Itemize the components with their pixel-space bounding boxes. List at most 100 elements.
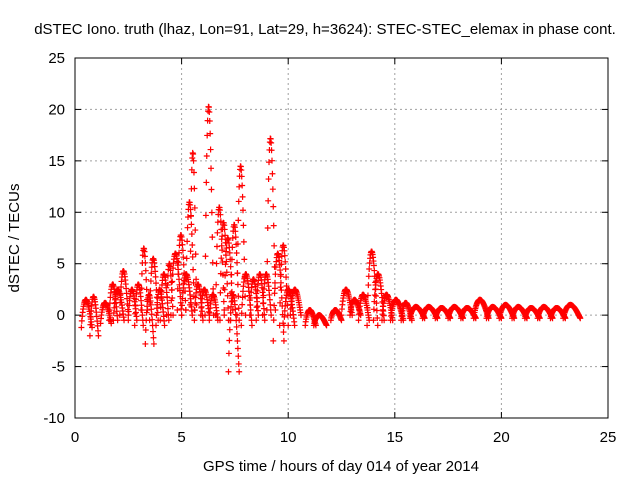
data-point — [270, 317, 277, 324]
data-point — [270, 337, 277, 344]
data-point — [291, 322, 298, 329]
data-point — [278, 287, 285, 294]
data-point — [259, 289, 266, 296]
data-point — [272, 271, 279, 278]
data-point — [260, 300, 267, 307]
y-tick-label: -5 — [52, 359, 65, 376]
data-point — [153, 280, 160, 287]
data-point — [189, 241, 196, 248]
data-point — [78, 324, 85, 331]
data-point — [202, 312, 209, 319]
data-point — [213, 260, 220, 267]
data-point — [235, 217, 242, 224]
data-point — [225, 368, 232, 375]
data-point — [153, 312, 160, 319]
data-point — [125, 308, 132, 315]
data-point — [264, 258, 271, 265]
data-point — [132, 296, 139, 303]
data-point — [176, 249, 183, 256]
data-point — [161, 322, 168, 329]
data-point — [207, 130, 214, 137]
data-point — [164, 281, 171, 288]
data-point — [280, 337, 287, 344]
data-point — [277, 299, 284, 306]
data-point — [106, 307, 113, 314]
data-point — [221, 226, 228, 233]
data-point — [272, 264, 279, 271]
data-point — [228, 290, 235, 297]
data-point — [227, 317, 234, 324]
data-point — [147, 278, 154, 285]
data-point — [133, 317, 140, 324]
data-point — [281, 307, 288, 314]
data-point — [234, 281, 241, 288]
data-point — [222, 272, 229, 279]
data-point — [221, 286, 228, 293]
data-point — [239, 182, 246, 189]
data-point — [260, 305, 267, 312]
data-point — [265, 197, 272, 204]
data-point — [261, 317, 268, 324]
data-point — [158, 287, 165, 294]
data-point — [225, 350, 232, 357]
data-point — [577, 315, 584, 322]
data-point — [131, 322, 138, 329]
data-point — [110, 317, 117, 324]
data-point — [223, 258, 230, 265]
data-point — [271, 290, 278, 297]
data-point — [189, 253, 196, 260]
data-point — [164, 305, 171, 312]
data-point — [148, 306, 155, 313]
data-point — [208, 165, 215, 172]
data-point — [282, 258, 289, 265]
y-tick-label: 5 — [57, 256, 65, 273]
data-point — [176, 281, 183, 288]
data-point — [236, 183, 243, 190]
data-point — [178, 312, 185, 319]
data-point — [282, 266, 289, 273]
data-point — [190, 279, 197, 286]
chart-title: dSTEC Iono. truth (lhaz, Lon=91, Lat=29,… — [34, 21, 616, 38]
data-point — [142, 340, 149, 347]
data-point — [217, 289, 224, 296]
data-point — [365, 273, 372, 280]
data-point — [208, 209, 215, 216]
data-point — [190, 157, 197, 164]
x-tick-label: 20 — [493, 429, 510, 446]
data-point — [187, 206, 194, 213]
data-point — [370, 306, 377, 313]
data-point — [228, 280, 235, 287]
data-point — [233, 323, 240, 330]
data-point — [178, 305, 185, 312]
data-point — [148, 270, 155, 277]
data-point — [253, 304, 260, 311]
data-point — [323, 322, 330, 329]
data-point — [206, 117, 213, 124]
data-point — [269, 186, 276, 193]
data-points — [78, 103, 584, 375]
data-point — [179, 241, 186, 248]
data-point — [271, 302, 278, 309]
data-point — [272, 307, 279, 313]
data-point — [247, 294, 254, 301]
data-point — [234, 338, 241, 345]
data-point — [183, 276, 190, 283]
data-point — [176, 242, 183, 249]
data-point — [239, 301, 246, 308]
data-point — [234, 330, 241, 337]
data-point — [209, 259, 216, 266]
data-point — [236, 317, 243, 324]
data-point — [175, 259, 182, 266]
data-point — [217, 270, 224, 277]
data-point — [143, 286, 150, 293]
data-point — [191, 317, 198, 324]
data-point — [87, 321, 94, 328]
data-point — [203, 179, 210, 186]
data-point — [190, 169, 197, 176]
data-point — [183, 255, 190, 262]
data-point — [176, 276, 183, 283]
data-point — [182, 307, 189, 313]
data-point — [169, 278, 176, 285]
data-point — [190, 151, 197, 158]
data-point — [218, 255, 225, 262]
